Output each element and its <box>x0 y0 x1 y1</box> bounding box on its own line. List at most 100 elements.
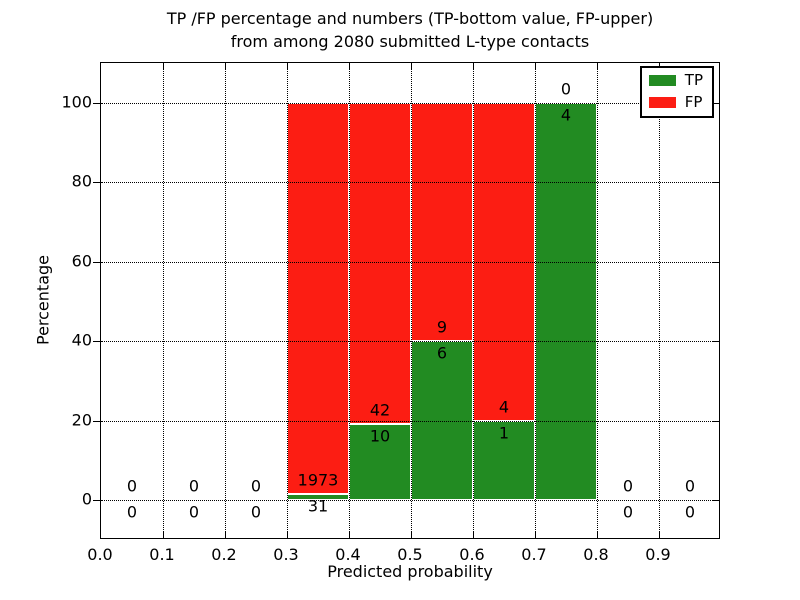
x-tick-label: 0.1 <box>149 545 175 564</box>
fp-count-label: 0 <box>560 79 572 99</box>
x-tick-label: 0.8 <box>583 545 609 564</box>
x-tick-bottom <box>287 531 288 538</box>
y-tick-left <box>93 182 101 184</box>
x-tick-top <box>225 63 226 70</box>
y-tick-label: 40 <box>71 330 92 350</box>
gridline-horizontal <box>101 420 719 422</box>
x-tick-top <box>349 63 350 70</box>
bar-fp-segment <box>349 102 411 424</box>
tp-count-label: 4 <box>560 105 572 125</box>
tp-count-label: 0 <box>250 502 262 522</box>
fp-count-label: 0 <box>622 476 634 496</box>
gridline-horizontal <box>101 500 719 502</box>
x-tick-label: 0.2 <box>211 545 237 564</box>
x-tick-top <box>411 63 412 70</box>
y-tick-right <box>712 420 719 422</box>
y-tick-label: 0 <box>81 489 92 509</box>
y-tick-label: 60 <box>71 251 92 271</box>
gridline-vertical <box>225 63 226 538</box>
gridline-vertical <box>597 63 598 538</box>
x-tick-top <box>473 63 474 70</box>
chart-title-line1: TP /FP percentage and numbers (TP-bottom… <box>166 9 654 28</box>
tp-count-label: 6 <box>436 343 448 363</box>
gridline-vertical <box>349 63 350 538</box>
fp-count-label: 4 <box>498 397 510 417</box>
chart-title: TP /FP percentage and numbers (TP-bottom… <box>100 7 720 53</box>
tp-count-label: 0 <box>622 502 634 522</box>
tp-color-swatch <box>648 75 676 86</box>
y-tick-left <box>93 500 101 502</box>
chart-title-line2: from among 2080 submitted L-type contact… <box>230 32 590 51</box>
x-tick-bottom <box>535 531 536 538</box>
x-tick-label: 0.7 <box>521 545 547 564</box>
gridline-vertical <box>287 63 288 538</box>
gridline-horizontal <box>101 182 719 184</box>
y-tick-left <box>93 420 101 422</box>
x-tick-label: 0.9 <box>645 545 671 564</box>
x-tick-bottom <box>659 531 660 538</box>
legend: TP FP <box>639 66 714 118</box>
fp-count-label: 42 <box>369 400 391 420</box>
fp-count-label: 0 <box>250 476 262 496</box>
gridline-horizontal <box>101 261 719 263</box>
gridline-vertical <box>473 63 474 538</box>
y-axis-label: Percentage <box>33 254 53 346</box>
bar-fp-segment <box>411 102 473 342</box>
fp-count-label: 0 <box>188 476 200 496</box>
x-tick-bottom <box>163 531 164 538</box>
x-tick-top <box>163 63 164 70</box>
tp-count-label: 1 <box>498 423 510 443</box>
tp-count-label: 0 <box>126 502 138 522</box>
x-tick-bottom <box>411 531 412 538</box>
gridline-vertical <box>411 63 412 538</box>
legend-label-tp: TP <box>684 71 703 89</box>
fp-count-label: 0 <box>684 476 696 496</box>
fp-count-label: 9 <box>436 317 448 337</box>
legend-item-fp: FP <box>648 93 703 111</box>
gridline-vertical <box>535 63 536 538</box>
x-tick-bottom <box>597 531 598 538</box>
plot-area: TP FP 0 0 0 0 0 0 1973 31 42 10 9 6 4 1 0 4 0 0 0 0 <box>93 62 720 539</box>
y-tick-right <box>712 341 719 343</box>
y-tick-left <box>93 102 101 104</box>
y-tick-right <box>712 500 719 502</box>
y-tick-right <box>712 261 719 263</box>
tp-count-label: 10 <box>369 426 391 446</box>
x-tick-label: 0.6 <box>459 545 485 564</box>
gridline-vertical <box>659 63 660 538</box>
x-axis-label: Predicted probability <box>327 562 493 581</box>
fp-color-swatch <box>648 97 676 108</box>
fp-count-label: 1973 <box>297 470 339 490</box>
x-tick-bottom <box>225 531 226 538</box>
x-tick-bottom <box>473 531 474 538</box>
y-tick-left <box>93 261 101 263</box>
y-tick-label: 20 <box>71 410 92 430</box>
bar-tp-segment <box>473 420 535 501</box>
tp-count-label: 0 <box>188 502 200 522</box>
y-tick-right <box>712 102 719 104</box>
x-tick-top <box>535 63 536 70</box>
legend-label-fp: FP <box>684 93 703 111</box>
tp-count-label: 31 <box>307 496 329 516</box>
y-tick-right <box>712 182 719 184</box>
x-tick-label: 0.0 <box>87 545 113 564</box>
x-tick-bottom <box>349 531 350 538</box>
x-tick-label: 0.5 <box>397 545 423 564</box>
bar-tp-segment <box>349 423 411 501</box>
x-tick-top <box>597 63 598 70</box>
x-tick-top <box>287 63 288 70</box>
tp-count-label: 0 <box>684 502 696 522</box>
bar-fp-segment <box>287 102 349 495</box>
y-tick-label: 100 <box>61 92 92 112</box>
x-tick-label: 0.4 <box>335 545 361 564</box>
gridline-horizontal <box>101 341 719 343</box>
bar-tp-segment <box>535 102 597 501</box>
y-tick-left <box>93 341 101 343</box>
x-tick-label: 0.3 <box>273 545 299 564</box>
gridline-horizontal <box>101 102 719 104</box>
gridline-vertical <box>163 63 164 538</box>
y-tick-label: 80 <box>71 171 92 191</box>
legend-item-tp: TP <box>648 71 703 89</box>
fp-count-label: 0 <box>126 476 138 496</box>
